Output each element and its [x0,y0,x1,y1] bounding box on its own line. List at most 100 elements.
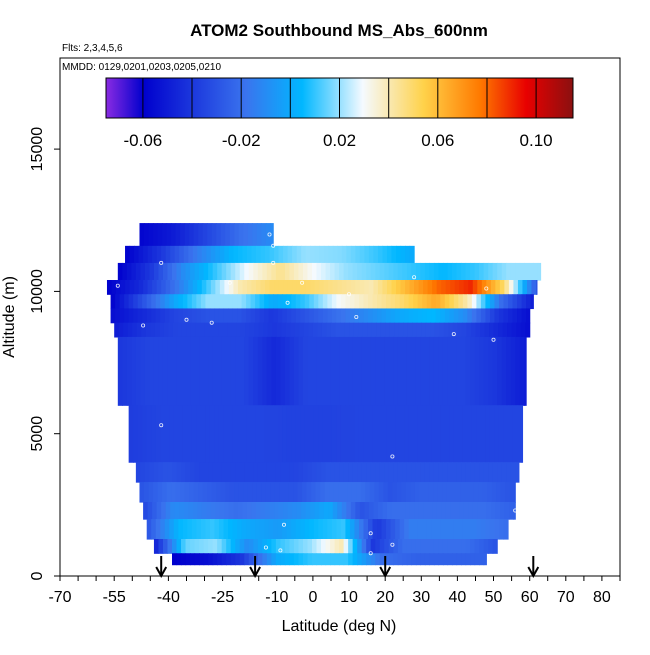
heatmap-cell-7 [357,336,363,406]
heatmap-cell-1 [192,245,198,264]
heatmap-cell-11 [152,502,158,520]
heatmap-cell-6 [457,322,463,338]
heatmap-cell-5 [386,308,392,324]
heatmap-cell-2 [172,262,178,281]
heatmap-cell-12 [458,519,464,540]
heatmap-cell-9 [230,462,236,483]
heatmap-cell-4 [191,294,197,310]
heatmap-cell-8 [426,405,432,463]
heatmap-cell-5 [340,308,347,324]
heatmap-cell-14 [172,553,178,566]
heatmap-cell-0 [265,223,272,247]
heatmap-cell-7 [366,336,372,406]
heatmap-cell-14 [199,553,205,566]
heatmap-cell-0 [261,223,267,247]
heatmap-cell-6 [416,322,422,338]
heatmap-cell-9 [199,462,205,483]
heatmap-cell-5 [214,308,220,324]
heatmap-cell-3 [228,280,235,295]
heatmap-cell-6 [362,322,368,338]
heatmap-cell-10 [460,482,466,503]
heatmap-cell-12 [494,519,500,540]
heatmap-cell-7 [393,336,399,406]
heatmap-cell-14 [221,553,227,566]
heatmap-cell-7 [208,336,214,406]
heatmap-cell-10 [478,482,484,503]
heatmap-cell-2 [388,262,394,281]
heatmap-cell-13 [235,539,241,554]
measurement-point [227,280,232,285]
heatmap-cell-2 [510,262,516,281]
heatmap-cell-12 [476,519,482,540]
heatmap-cell-13 [212,539,218,554]
down-arrow-icon [155,556,168,579]
heatmap-cell-14 [379,553,385,566]
heatmap-cell-13 [420,539,426,554]
heatmap-cell-5 [119,308,125,324]
heatmap-cell-6 [317,322,323,338]
heatmap-cell-6 [489,322,495,338]
heatmap-cell-9 [470,462,476,483]
heatmap-cell-2 [515,262,521,281]
heatmap-cell-7 [402,336,408,406]
heatmap-cell-10 [184,482,190,503]
heatmap-cell-5 [133,308,139,324]
heatmap-cell-8 [223,405,229,463]
heatmap-cell-5 [128,308,134,324]
heatmap-cell-1 [134,245,140,264]
heatmap-cell-0 [148,223,154,247]
heatmap-cell-4 [322,294,328,310]
heatmap-cell-10 [414,482,421,503]
heatmap-cell-4 [508,294,514,310]
heatmap-cell-13 [162,539,169,554]
heatmap-cell-12 [399,519,405,540]
measurement-point [451,332,456,337]
heatmap-cell-1 [256,245,262,264]
heatmap-cell-9 [488,462,494,483]
heatmap-cell-12 [404,519,410,540]
heatmap-cell-9 [497,462,503,483]
heatmap-cell-2 [271,262,277,281]
heatmap-cell-3 [147,280,153,295]
heatmap-cell-5 [526,308,531,324]
heatmap-cell-3 [156,280,162,295]
heatmap-cell-12 [480,519,487,540]
heatmap-cell-6 [154,322,160,338]
heatmap-cell-6 [290,322,296,338]
heatmap-cell-12 [268,519,274,540]
heatmap-cell-1 [210,245,216,264]
heatmap-cell-6 [123,322,129,338]
heatmap-cell-8 [151,405,157,463]
heatmap-cell-3 [274,280,280,295]
heatmap-cell-1 [350,245,356,264]
heatmap-cell-9 [465,462,471,483]
heatmap-cell-0 [180,223,186,247]
heatmap-cell-8 [182,405,188,463]
heatmap-cell-7 [122,336,128,406]
heatmap-cell-2 [524,262,530,281]
heatmap-cell-6 [340,322,346,338]
heatmap-cell-7 [420,336,426,406]
heatmap-cell-7 [375,336,381,406]
heatmap-cell-4 [372,294,378,310]
heatmap-cell-12 [390,519,396,540]
heatmap-cell-4 [390,294,396,310]
x-axis-label: Latitude (deg N) [282,618,397,635]
heatmap-cell-14 [248,553,254,566]
heatmap-cell-8 [322,405,328,463]
heatmap-cell-11 [459,502,465,520]
heatmap-cell-0 [225,223,231,247]
heatmap-cell-5 [318,308,324,324]
heatmap-cell-9 [334,462,340,483]
heatmap-cell-14 [402,553,408,566]
heatmap-cell-3 [359,280,365,295]
measurement-point [133,229,138,234]
heatmap-cell-6 [236,322,242,338]
heatmap-cell-5 [304,308,310,324]
heatmap-cell-7 [253,336,259,406]
heatmap-cell-1 [206,245,212,264]
heatmap-cell-10 [396,482,403,503]
heatmap-cell-3 [513,280,519,295]
heatmap-cell-4 [453,294,459,310]
heatmap-cell-6 [303,322,309,338]
